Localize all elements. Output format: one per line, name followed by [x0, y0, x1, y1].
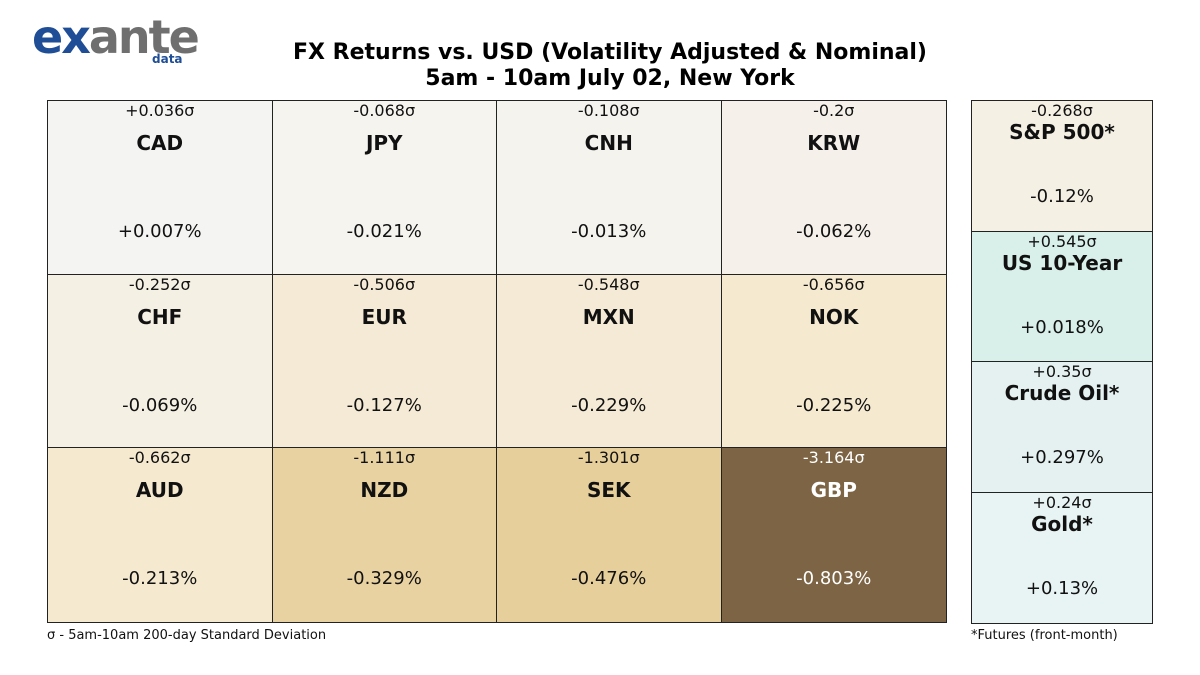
chart-subtitle: 5am - 10am July 02, New York — [425, 66, 795, 91]
asset-cell-sek: SEK -1.301σ -0.476% — [497, 448, 722, 622]
footnote-futures: *Futures (front-month) — [971, 628, 1118, 643]
asset-name: KRW — [807, 131, 861, 155]
asset-sigma-return: -0.252σ — [128, 274, 191, 294]
asset-cell-nok: NOK -0.656σ -0.225% — [721, 274, 946, 449]
asset-pct-return: -0.213% — [122, 568, 198, 590]
asset-cell-cad: CAD +0.036σ +0.007% — [48, 101, 273, 275]
asset-name: AUD — [135, 478, 184, 503]
asset-sigma-return: -1.111σ — [353, 448, 416, 468]
asset-pct-return: -0.329% — [346, 568, 422, 590]
asset-name: Gold* — [1031, 511, 1093, 536]
asset-pct-return: -0.229% — [571, 394, 647, 416]
asset-sigma-return: -0.268σ — [1031, 101, 1093, 120]
asset-cell-nzd: NZD -1.111σ -0.329% — [272, 448, 497, 622]
asset-cell-mxn: MXN -0.548σ -0.229% — [497, 274, 722, 449]
asset-name: NZD — [360, 478, 409, 503]
asset-pct-return: -0.069% — [122, 394, 198, 416]
asset-pct-return: +0.297% — [1020, 447, 1104, 468]
other-assets-panel: S&P 500* -0.268σ -0.12% US 10-Year +0.545σ +0… — [971, 100, 1153, 624]
asset-sigma-return: -3.164σ — [802, 448, 865, 468]
asset-name: SEK — [586, 478, 631, 503]
asset-cell-s-p-500: S&P 500* -0.268σ -0.12% — [972, 101, 1152, 232]
asset-cell-jpy: JPY -0.068σ -0.021% — [272, 101, 497, 275]
asset-cell-krw: KRW -0.2σ -0.062% — [721, 101, 946, 275]
asset-pct-return: -0.013% — [571, 221, 647, 242]
asset-sigma-return: -0.108σ — [577, 101, 640, 120]
logo-sub: data — [152, 52, 183, 66]
asset-name: CNH — [584, 131, 633, 155]
asset-cell-cnh: CNH -0.108σ -0.013% — [497, 101, 722, 275]
asset-cell-gold: Gold* +0.24σ +0.13% — [972, 492, 1152, 623]
asset-cell-aud: AUD -0.662σ -0.213% — [48, 448, 273, 622]
asset-pct-return: -0.476% — [571, 568, 647, 590]
asset-cell-crude-oil: Crude Oil* +0.35σ +0.297% — [972, 362, 1152, 493]
asset-name: S&P 500* — [1009, 120, 1115, 144]
asset-name: Crude Oil* — [1004, 381, 1120, 405]
asset-sigma-return: +0.35σ — [1032, 362, 1092, 381]
logo-ex: ex — [32, 10, 91, 64]
chart-title: FX Returns vs. USD (Volatility Adjusted … — [293, 40, 927, 65]
asset-sigma-return: +0.036σ — [125, 101, 195, 120]
asset-pct-return: +0.007% — [117, 221, 202, 242]
asset-name: GBP — [810, 478, 857, 503]
asset-pct-return: -0.021% — [346, 221, 422, 242]
logo-ante: ante — [88, 10, 200, 64]
asset-pct-return: +0.018% — [1020, 316, 1104, 338]
asset-cell-eur: EUR -0.506σ -0.127% — [272, 274, 497, 449]
asset-pct-return: -0.803% — [796, 568, 872, 590]
asset-sigma-return: -0.506σ — [353, 274, 416, 294]
asset-sigma-return: +0.24σ — [1032, 492, 1092, 512]
logo-wordmark: exante — [32, 10, 200, 64]
asset-sigma-return: -0.2σ — [813, 101, 855, 120]
asset-name: CHF — [137, 304, 183, 329]
asset-pct-return: -0.12% — [1030, 186, 1094, 207]
asset-sigma-return: -0.548σ — [577, 274, 640, 294]
asset-sigma-return: -0.662σ — [128, 448, 191, 468]
exante-logo: exante data — [32, 12, 200, 68]
asset-sigma-return: -1.301σ — [577, 448, 640, 468]
asset-name: EUR — [361, 304, 407, 329]
asset-pct-return: -0.062% — [796, 221, 872, 242]
footnote-sigma: σ - 5am-10am 200-day Standard Deviation — [47, 628, 327, 643]
asset-name: CAD — [136, 131, 184, 155]
fx-grid: CAD +0.036σ +0.007% JPY -0.068σ -0.021% CNH -0.… — [47, 100, 947, 623]
asset-cell-us-10-year: US 10-Year +0.545σ +0.018% — [972, 231, 1152, 362]
asset-cell-gbp: GBP -3.164σ -0.803% — [721, 448, 946, 622]
asset-name: NOK — [809, 304, 859, 329]
asset-pct-return: -0.127% — [346, 394, 422, 416]
asset-name: JPY — [365, 131, 403, 155]
asset-pct-return: +0.13% — [1025, 577, 1099, 599]
asset-name: US 10-Year — [1001, 250, 1123, 275]
asset-name: MXN — [582, 304, 635, 329]
asset-sigma-return: +0.545σ — [1027, 231, 1097, 251]
asset-sigma-return: -0.068σ — [353, 101, 416, 120]
asset-cell-chf: CHF -0.252σ -0.069% — [48, 274, 273, 449]
asset-pct-return: -0.225% — [796, 394, 872, 416]
asset-sigma-return: -0.656σ — [802, 274, 865, 294]
